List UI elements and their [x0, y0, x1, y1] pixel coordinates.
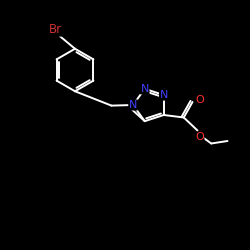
Text: O: O [195, 95, 204, 105]
Text: N: N [140, 84, 149, 94]
Text: O: O [195, 132, 204, 142]
Text: N: N [129, 100, 137, 110]
Text: Br: Br [49, 23, 62, 36]
Text: N: N [160, 90, 168, 100]
